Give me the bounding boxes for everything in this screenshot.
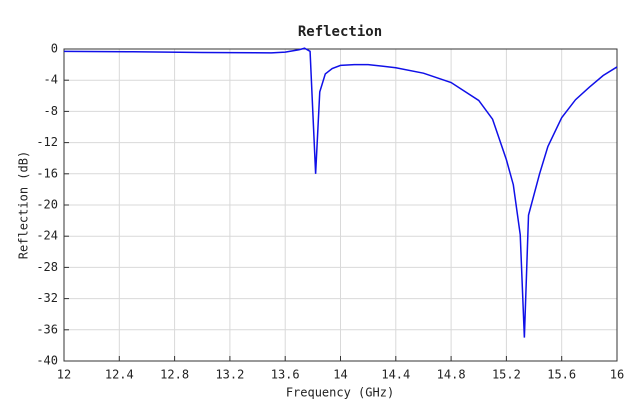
x-tick-label: 16: [610, 368, 624, 382]
chart-title: Reflection: [298, 24, 382, 40]
data-line: [63, 47, 618, 338]
x-tick-label: 12: [57, 368, 71, 382]
y-tick-label: -28: [36, 260, 58, 274]
x-axis-label: Frequency (GHz): [286, 386, 394, 400]
y-tick-label: -32: [36, 291, 58, 305]
y-tick-label: -8: [44, 104, 58, 118]
x-tick-label: 13.2: [215, 368, 244, 382]
y-tick-label: -20: [36, 198, 58, 212]
x-tick-label: 13.6: [271, 368, 300, 382]
y-tick-label: -40: [36, 354, 58, 368]
y-axis-label: Reflection (dB): [17, 151, 31, 259]
x-tick-label: 12.8: [160, 368, 189, 382]
y-tick-label: -36: [36, 322, 58, 336]
x-tick-label: 15.2: [492, 368, 521, 382]
plot-frame: [63, 48, 618, 362]
x-tick-label: 14.4: [381, 368, 410, 382]
y-tick-label: -24: [36, 229, 58, 243]
x-tick-label: 14.8: [437, 368, 466, 382]
y-tick-label: -16: [36, 166, 58, 180]
x-tick-label: 12.4: [105, 368, 134, 382]
y-tick-label: -4: [44, 73, 58, 87]
y-tick-label: -12: [36, 135, 58, 149]
x-tick-label: 15.6: [547, 368, 576, 382]
x-tick-label: 14: [333, 368, 347, 382]
y-tick-label: 0: [51, 42, 58, 56]
